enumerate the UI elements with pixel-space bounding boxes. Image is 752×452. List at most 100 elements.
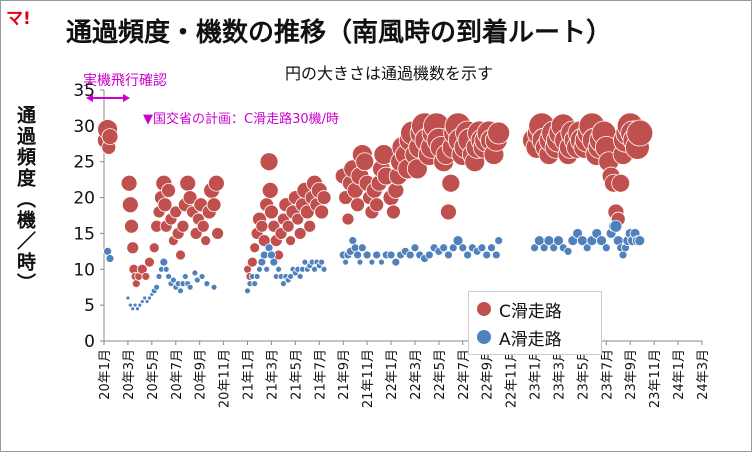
bubble-a-runway — [279, 280, 287, 288]
bubble-a-runway — [596, 235, 607, 247]
bubble-c-runway — [196, 219, 210, 233]
x-tick-label: 23年9月 — [624, 349, 639, 400]
bubble-a-runway — [410, 243, 420, 253]
bubble-c-runway — [386, 204, 401, 220]
bubble-c-runway — [120, 174, 138, 192]
x-tick-label: 21年9月 — [337, 349, 352, 400]
bubble-c-runway — [144, 256, 155, 268]
x-tick-label: 20年1月 — [98, 349, 113, 400]
x-tick-label: 24年1月 — [672, 349, 687, 400]
x-tick-label: 20年3月 — [122, 349, 137, 400]
bubble-c-runway — [176, 219, 190, 233]
bubble-c-runway — [441, 173, 461, 193]
bubble-a-runway — [311, 265, 318, 273]
bubble-a-runway — [494, 236, 504, 246]
y-tick-label: 5 — [84, 296, 95, 316]
bubble-c-runway — [261, 181, 279, 199]
bubble-a-runway — [539, 243, 549, 253]
bubble-a-runway — [269, 257, 279, 267]
bubble-a-runway — [386, 250, 396, 260]
bubble-c-runway — [126, 241, 140, 255]
bubble-a-runway — [139, 299, 145, 304]
x-tick-label: 20年9月 — [194, 349, 209, 400]
x-tick-label: 23年11月 — [648, 349, 663, 408]
bubble-c-runway — [303, 219, 317, 233]
bubble-a-runway — [191, 269, 199, 277]
bubble-a-runway — [372, 250, 382, 260]
chart-title: 通過頻度・機数の推移（南風時の到着ルート） — [66, 18, 613, 48]
bubble-a-runway — [193, 276, 201, 284]
bubble-c-runway — [249, 242, 261, 254]
bubble-c-runway — [161, 182, 176, 198]
bubble-a-runway — [378, 258, 385, 266]
annotation-flight-check: 実機飛行確認 — [83, 73, 167, 89]
bubble-a-runway — [439, 243, 449, 253]
bubble-a-runway — [137, 302, 143, 308]
bubble-a-runway — [125, 295, 131, 301]
x-tick-label: 20年7月 — [170, 349, 185, 400]
y-tick-label: 15 — [73, 224, 95, 244]
bubble-c-runway — [148, 242, 160, 254]
x-tick-label: 21年1月 — [242, 349, 257, 400]
bubble-a-runway — [357, 243, 367, 253]
bubble-c-runway — [281, 219, 295, 233]
bubble-a-runway — [405, 250, 415, 260]
legend-entry-c: C滑走路 — [477, 296, 562, 322]
bubble-a-runway — [132, 302, 138, 308]
bubble-a-runway — [452, 235, 464, 247]
bubble-a-runway — [609, 219, 623, 233]
legend-label-c: C滑走路 — [499, 301, 562, 322]
bubble-a-runway — [530, 243, 539, 253]
bubble-c-runway — [141, 272, 151, 281]
bubble-a-runway — [582, 243, 592, 253]
bubble-a-runway — [275, 265, 283, 273]
bubble-c-runway — [259, 152, 279, 172]
bubble-a-runway — [444, 250, 453, 260]
x-tick-label: 23年1月 — [529, 349, 544, 400]
bubble-a-runway — [130, 306, 136, 312]
bubble-a-runway — [263, 265, 271, 273]
bubble-a-runway — [198, 273, 206, 280]
legend: C滑走路 A滑走路 — [468, 291, 602, 355]
x-tick-label: 22年11月 — [505, 349, 520, 408]
bubble-c-runway — [314, 204, 330, 220]
bubble-a-runway — [244, 287, 251, 295]
legend-entry-a: A滑走路 — [477, 324, 562, 350]
bubble-c-runway — [316, 190, 332, 205]
bubble-c-runway — [206, 197, 222, 213]
x-tick-label: 24年3月 — [696, 349, 711, 400]
bubble-c-runway — [369, 197, 385, 213]
bubble-c-runway — [264, 204, 279, 220]
bubble-a-runway — [153, 283, 161, 291]
bubble-a-runway — [634, 235, 646, 247]
bubble-a-runway — [301, 258, 309, 266]
x-tick-label: 22年1月 — [385, 349, 400, 400]
bubble-a-runway — [424, 250, 434, 260]
bubble-a-runway — [448, 243, 458, 253]
bubble-c-runway — [211, 227, 225, 240]
x-tick-label: 21年11月 — [361, 349, 376, 408]
bubble-a-runway — [368, 258, 376, 266]
bubble-a-runway — [356, 258, 364, 266]
bubble-c-runway — [626, 119, 654, 147]
bubble-a-runway — [144, 299, 150, 304]
bubble-a-runway — [256, 265, 263, 273]
bubble-a-runway — [159, 257, 169, 267]
bubble-c-runway — [124, 218, 139, 234]
bubble-c-runway — [440, 203, 457, 221]
bubble-a-runway — [142, 295, 148, 301]
bubble-c-runway — [208, 174, 225, 192]
y-tick-label: 30 — [73, 117, 95, 137]
bubble-c-runway — [341, 212, 355, 226]
annotation-plan: ▼国交省の計画：C滑走路30機/時 — [143, 112, 339, 127]
x-tick-label: 20年5月 — [146, 349, 161, 400]
annotation-arrow-head-right — [123, 94, 130, 102]
bubble-a-runway — [487, 243, 496, 253]
bubble-a-runway — [342, 258, 349, 266]
bubble-c-runway — [175, 249, 186, 261]
bubble-a-runway — [162, 265, 170, 273]
annotation-arrow-head-left — [86, 94, 93, 102]
bubble-a-runway — [105, 254, 115, 263]
bubble-c-runway — [487, 121, 511, 145]
bubbles-group — [96, 112, 654, 312]
